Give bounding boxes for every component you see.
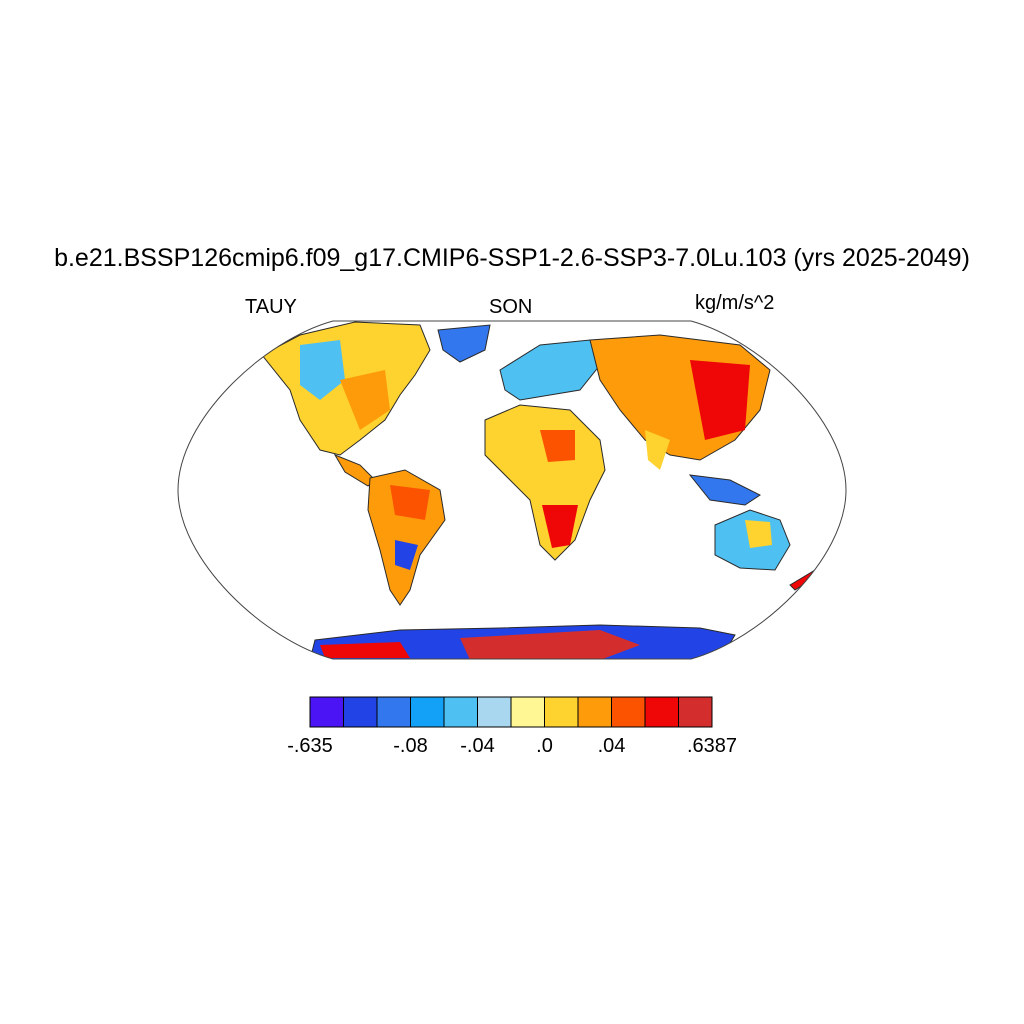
season-label: SON xyxy=(489,296,533,318)
europe-land xyxy=(499,339,601,401)
colorbar-swatch xyxy=(376,696,411,728)
colorbar-swatch xyxy=(443,696,478,728)
australia-warm-region xyxy=(745,520,772,548)
colorbar-swatch xyxy=(644,696,679,728)
colorbar-label: -.04 xyxy=(460,735,494,757)
north-america-cool-region xyxy=(300,340,345,400)
colorbar-swatch xyxy=(343,696,378,728)
colorbar-swatch xyxy=(577,696,612,728)
colorbar-swatch xyxy=(309,696,344,728)
colorbar-swatch xyxy=(678,696,713,728)
colorbar-swatch xyxy=(510,696,545,728)
colorbar-swatch xyxy=(544,696,579,728)
units-label: kg/m/s^2 xyxy=(695,292,775,314)
map-boundary xyxy=(177,320,847,660)
antarctica-west-region xyxy=(320,642,410,658)
africa-south-region xyxy=(542,505,578,548)
colorbar-swatch xyxy=(611,696,646,728)
colorbar-swatch xyxy=(477,696,512,728)
south-america-hot-region xyxy=(390,485,430,520)
india-region xyxy=(645,430,670,470)
colorbar-label: .0 xyxy=(536,735,553,757)
north-america-warm-region xyxy=(340,370,390,430)
colorbar-label: .04 xyxy=(598,735,626,757)
antarctica-warm-region xyxy=(460,630,640,659)
south-america-cool-region xyxy=(395,540,418,570)
variable-label: TAUY xyxy=(245,296,297,318)
east-asia-hot-region xyxy=(690,360,750,440)
africa-hot-region xyxy=(540,430,575,462)
greenland-land xyxy=(437,324,491,363)
colorbar-label: -.08 xyxy=(393,735,427,757)
colorbar-label: .6387 xyxy=(687,735,737,757)
plot-title: b.e21.BSSP126cmip6.f09_g17.CMIP6-SSP1-2.… xyxy=(54,244,970,272)
southeast-asia-land xyxy=(688,474,761,506)
colorbar-swatch xyxy=(410,696,445,728)
colorbar-label: -.635 xyxy=(287,735,333,757)
